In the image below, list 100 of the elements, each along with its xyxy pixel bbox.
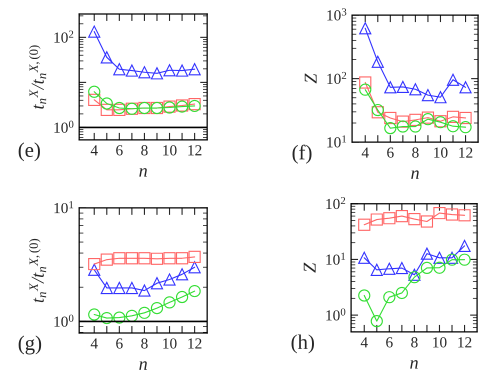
point xyxy=(433,262,446,274)
point xyxy=(409,120,422,133)
point xyxy=(459,81,472,94)
x-tick-label: 12 xyxy=(188,145,202,156)
point xyxy=(176,64,188,77)
point xyxy=(383,291,396,304)
text: (f) xyxy=(292,144,312,164)
point xyxy=(372,56,384,68)
point xyxy=(409,83,422,96)
y-tick-label: 10$^{2}$ xyxy=(326,196,346,210)
point xyxy=(88,26,100,38)
point xyxy=(370,213,383,226)
point xyxy=(422,89,434,102)
point xyxy=(446,120,460,132)
point xyxy=(163,252,176,264)
y-axis-title: Z xyxy=(304,262,316,273)
x-tick-label: 10 xyxy=(434,147,448,158)
x-tick-label: 12 xyxy=(188,338,202,348)
point xyxy=(420,248,434,260)
point xyxy=(138,66,151,78)
point xyxy=(384,81,396,94)
point xyxy=(150,302,164,314)
point xyxy=(176,290,188,304)
point xyxy=(126,64,138,77)
point xyxy=(372,106,384,118)
point xyxy=(359,76,372,89)
x-tick-label: 6 xyxy=(116,145,123,156)
point xyxy=(126,252,138,264)
point xyxy=(383,262,396,275)
point xyxy=(370,264,383,276)
y-tick-label: 10$^{0}$ xyxy=(54,314,74,327)
point xyxy=(100,97,113,110)
point xyxy=(396,262,408,274)
point xyxy=(113,282,126,294)
point xyxy=(359,84,372,96)
x-tick-label: 8 xyxy=(412,147,419,158)
point xyxy=(359,22,372,34)
point xyxy=(459,112,472,124)
point xyxy=(88,86,100,98)
point xyxy=(384,122,396,134)
point xyxy=(113,252,126,264)
point xyxy=(409,114,422,126)
point xyxy=(113,311,126,324)
point xyxy=(433,252,446,264)
point xyxy=(188,63,201,76)
point xyxy=(188,261,201,274)
point xyxy=(458,209,471,222)
y-axis-title: t$_{n}$$^{X}$/t$_{n}$$^{X,(0)}$ xyxy=(29,45,46,109)
x-axis-title: n xyxy=(410,360,418,369)
point xyxy=(408,271,421,284)
y-axis-title: Z xyxy=(304,73,317,84)
point xyxy=(434,91,447,104)
point xyxy=(396,210,408,222)
point xyxy=(88,308,100,321)
point xyxy=(188,284,201,298)
x-tick-label: 4 xyxy=(90,145,98,156)
point xyxy=(138,252,151,264)
point xyxy=(358,218,370,231)
point xyxy=(113,63,126,76)
point xyxy=(163,296,176,309)
point xyxy=(433,206,446,220)
point xyxy=(358,252,370,264)
point xyxy=(383,212,396,224)
x-tick-label: 6 xyxy=(387,147,394,158)
x-tick-label: 4 xyxy=(360,337,368,348)
point xyxy=(88,94,100,106)
y-tick-label: 10$^{2}$ xyxy=(54,30,74,43)
point xyxy=(458,254,471,266)
x-tick-label: 4 xyxy=(90,338,98,348)
point xyxy=(372,104,384,116)
point xyxy=(384,112,396,124)
point xyxy=(150,67,164,80)
point xyxy=(176,252,188,264)
point xyxy=(420,262,434,274)
point xyxy=(446,208,458,221)
point xyxy=(88,258,100,270)
x-tick-label: 10 xyxy=(163,145,177,156)
y-tick-label: 10$^{1}$ xyxy=(54,201,74,214)
text: (e) xyxy=(18,142,40,162)
point xyxy=(138,306,151,319)
x-tick-label: 12 xyxy=(459,147,472,158)
point xyxy=(420,215,434,228)
point xyxy=(100,312,113,324)
x-tick-label: 10 xyxy=(433,337,447,348)
x-axis-title: n xyxy=(411,170,419,179)
x-tick-label: 12 xyxy=(458,337,472,348)
point xyxy=(126,282,138,294)
point xyxy=(100,254,113,266)
point xyxy=(396,286,408,300)
x-axis-title: n xyxy=(139,361,147,370)
y-tick-label: 10$^{1}$ xyxy=(326,252,346,265)
point xyxy=(396,120,409,133)
x-tick-label: 6 xyxy=(116,338,123,349)
x-tick-label: 8 xyxy=(411,337,418,348)
y-axis-title: t$_{n}$$^{X}$/t$_{n}$$^{X,(0)}$ xyxy=(29,238,46,302)
point xyxy=(88,264,100,276)
x-tick-label: 4 xyxy=(362,148,369,158)
x-tick-label: 8 xyxy=(141,145,148,156)
y-tick-label: 10$^{3}$ xyxy=(327,8,346,20)
x-tick-label: 8 xyxy=(141,338,148,349)
